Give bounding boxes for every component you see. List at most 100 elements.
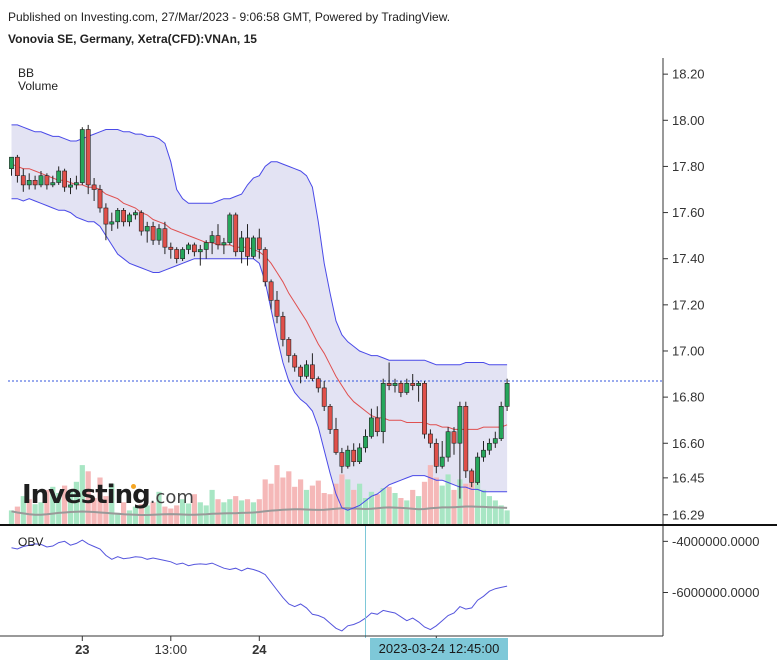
candle-body — [62, 170, 67, 188]
volume-ma-line — [11, 505, 508, 516]
candle-body — [133, 212, 138, 216]
price-tick-label: 16.80 — [672, 390, 705, 405]
volume-bar — [439, 485, 445, 524]
volume-bar — [79, 465, 85, 524]
candle-body — [286, 339, 292, 356]
candle-body — [374, 417, 380, 432]
candle-body — [97, 189, 103, 209]
candle-body — [445, 431, 451, 458]
volume-bar — [362, 498, 369, 524]
price-tick-label: 16.45 — [672, 470, 705, 485]
volume-bar — [56, 493, 62, 524]
price-tick-label: 16.60 — [672, 436, 705, 451]
candle-body — [209, 235, 215, 243]
candle-body — [392, 382, 398, 386]
volume-bar — [457, 479, 463, 524]
candle-body — [56, 170, 62, 183]
volume-bar — [109, 483, 115, 524]
candle-body — [274, 299, 280, 317]
volume-bar — [475, 480, 481, 524]
candle-body — [168, 246, 174, 250]
candle-body — [180, 249, 185, 259]
candle-body — [386, 382, 392, 386]
candle-body — [463, 405, 469, 472]
candle-body — [451, 431, 457, 444]
volume-bar — [504, 510, 510, 524]
logo-main: Investing — [22, 480, 151, 510]
obv-line — [11, 539, 508, 632]
candle-body — [127, 214, 132, 223]
volume-bar — [268, 483, 274, 524]
volume-bar — [185, 503, 192, 524]
candle-body — [298, 366, 303, 377]
candle-body — [44, 175, 50, 186]
candle-body — [368, 417, 374, 437]
candle-body — [481, 449, 486, 458]
volume-bar — [445, 474, 451, 524]
candle-body — [121, 210, 126, 223]
candle-body — [32, 180, 38, 186]
candle-body — [150, 226, 156, 241]
candle-body — [321, 387, 327, 407]
legend-obv: OBV — [18, 535, 44, 549]
volume-bar — [97, 477, 103, 524]
volume-bar — [345, 479, 351, 524]
volume-bar — [103, 496, 109, 524]
volume-bar — [180, 499, 186, 524]
price-tick-label: 16.29 — [672, 507, 705, 522]
candle-body — [333, 429, 339, 453]
volume-bar — [126, 510, 133, 524]
candle-body — [192, 244, 197, 253]
volume-bar — [404, 500, 410, 524]
candle-body — [327, 405, 333, 430]
volume-bar — [303, 489, 310, 524]
volume-bar — [286, 471, 292, 524]
obv-layer — [11, 539, 508, 632]
bb-lower-line — [11, 198, 508, 511]
price-tick-label: 18.20 — [672, 67, 705, 82]
volume-bar — [73, 481, 79, 524]
candle-body — [469, 470, 475, 483]
price-tick-label: 17.60 — [672, 205, 705, 220]
volume-bar — [433, 477, 439, 524]
candle-body — [404, 382, 410, 393]
volume-bar — [292, 486, 298, 524]
volume-bar — [215, 499, 221, 524]
legend-bb: BB — [18, 66, 35, 80]
candle-body — [221, 242, 227, 246]
volume-bar — [463, 483, 469, 524]
candle-body — [68, 184, 73, 188]
candle-body — [457, 405, 463, 444]
volume-bar — [380, 488, 386, 524]
volume-bar — [351, 489, 357, 524]
volume-bar — [233, 496, 239, 524]
candle-body — [174, 249, 180, 259]
candle-body — [156, 228, 162, 241]
volume-bar — [44, 489, 50, 524]
volume-bar — [227, 499, 233, 524]
candle-body — [504, 382, 510, 407]
candle-body — [9, 156, 14, 169]
volume-bar — [357, 483, 363, 524]
candle-body — [15, 156, 20, 176]
candle-body — [363, 435, 368, 449]
crosshair-time-label: 2023-03-24 12:45:00 — [370, 638, 508, 660]
candle-body — [439, 456, 445, 467]
price-tick-label: 17.80 — [672, 159, 705, 174]
candle-body — [233, 214, 239, 253]
candle-body — [380, 382, 386, 432]
volume-bar — [197, 502, 203, 524]
volume-bar — [410, 489, 416, 524]
volume-bar — [486, 496, 492, 524]
volume-bar — [26, 499, 32, 524]
volume-bar — [315, 480, 321, 524]
volume-bar — [244, 499, 251, 524]
symbol-title: Vonovia SE, Germany, Xetra(CFD):VNAn, 15 — [8, 32, 257, 46]
volume-bar — [8, 510, 15, 524]
volume-bar — [321, 493, 327, 524]
volume-bar — [333, 483, 339, 524]
volume-bar — [121, 502, 127, 524]
candle-body — [410, 382, 416, 386]
volume-ma-layer — [11, 505, 508, 516]
